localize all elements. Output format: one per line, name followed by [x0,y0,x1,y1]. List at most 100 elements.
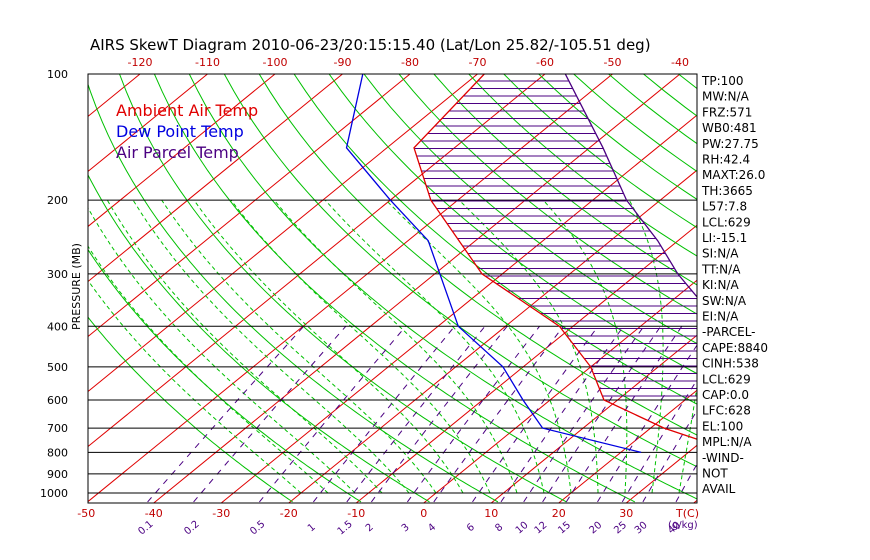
isotherm-line [288,169,697,503]
plot-frame [87,73,698,504]
pressure-tick-label: 800 [47,446,68,459]
stat-item: CAP:0.0 [702,388,749,402]
isotherm-line [88,74,411,338]
mixing-ratio-label: 1.5 [336,519,355,538]
cape-hatch-layer [414,80,697,397]
stat-item: LI:-15.1 [702,231,747,245]
dry-adiabat-line [328,74,697,375]
mixing-ratio-label: 0.2 [182,519,201,538]
mixing-ratio-line [406,325,540,503]
stat-item: MPL:N/A [702,435,752,449]
mixing-ratio-label: 0.1 [136,519,155,538]
pressure-tick-label: 500 [47,361,68,374]
bottom-temp-tick-label: 0 [420,507,427,520]
mixing-ratio-label: 30 [633,520,650,537]
top-temp-tick-label: -110 [195,56,220,69]
dry-adiabat-line [88,248,362,503]
stat-item: LCL:629 [702,215,751,229]
stat-item: MAXT:26.0 [702,168,765,182]
stat-item: RH:42.4 [702,153,750,167]
isotherm-line [88,74,478,393]
dry-adiabat-line [293,74,697,405]
stat-item: LCL:629 [702,372,751,386]
stat-item: EL:100 [702,419,743,433]
mixing-ratio-label: 25 [612,520,629,537]
moist-adiabat-line [161,199,437,494]
top-temp-tick-label: -120 [128,56,153,69]
mixing-ratio-label: 4 [426,522,438,535]
pressure-tick-label: 300 [47,268,68,281]
chart-title: AIRS SkewT Diagram 2010-06-23/20:15:15.4… [90,36,651,54]
dry-adiabat-line [853,74,870,502]
stat-item: TT:N/A [701,262,741,276]
legend-entry: Ambient Air Temp [116,101,258,120]
mixing-ratio-line [500,326,624,503]
isotherm-line [423,279,697,503]
stat-item: TP:100 [701,74,744,88]
legend: Ambient Air Temp Dew Point Temp Air Parcel… [116,101,258,162]
mixing-ratio-line [259,325,407,503]
top-temp-tick-label: -70 [469,56,487,69]
stat-item: KI:N/A [702,278,739,292]
isotherm-line [558,389,697,503]
isotherm-line [88,74,613,503]
top-temp-tick-label: -100 [263,56,288,69]
isotherm-line [0,74,73,503]
dry-adiabat-line [398,74,697,315]
bottom-temp-tick-label: -20 [280,507,298,520]
stat-item: SW:N/A [702,294,747,308]
y-axis-label: PRESSURE (MB) [70,243,83,330]
pressure-tick-label: 100 [47,68,68,81]
mixing-ratio-label: 6 [465,522,477,535]
isotherm-line [490,334,697,503]
stat-item: FRZ:571 [702,105,752,119]
bottom-temp-tick-label: 20 [552,507,566,520]
moist-adiabat-line [230,199,491,494]
pressure-tick-label: 600 [47,394,68,407]
pressure-tick-label: 200 [47,194,68,207]
stat-item: -WIND- [702,451,744,465]
dry-adiabat-line [188,74,697,500]
pressure-tick-label: 700 [47,422,68,435]
dry-adiabat-line [783,74,870,502]
mixing-ratio-line [433,325,564,503]
bottom-temp-tick-label: -40 [145,507,163,520]
isotherm-line [829,74,870,503]
legend-entry: Dew Point Temp [116,122,244,141]
stat-item: L57:7.8 [702,200,747,214]
dry-adiabat-line [468,74,697,257]
stat-item: MW:N/A [702,90,750,104]
bottom-temp-tick-label: 10 [484,507,498,520]
dry-adiabat-line [748,74,870,502]
pressure-tick-label: 1000 [40,487,68,500]
stat-item: NOT [702,467,728,481]
mixing-ratio-line [542,326,662,503]
stat-item: -PARCEL- [702,325,756,339]
dry-adiabat-line [223,74,697,468]
stat-item: TH:3665 [701,184,753,198]
moist-adiabat-line [628,199,664,494]
top-temp-tick-label: -60 [536,56,554,69]
pressure-tick-label: 900 [47,468,68,481]
top-temp-tick-label: -40 [671,56,689,69]
moist-adiabat-line [106,199,383,494]
mixing-ratio-label: 20 [587,520,604,537]
pressure-tick-label: 400 [47,320,68,333]
stat-item: CINH:538 [702,357,759,371]
series-layer [345,74,697,454]
dry-adiabat-line [88,316,293,503]
legend-entry: Air Parcel Temp [116,143,239,162]
isotherm-line [88,74,208,173]
isotherm-line [88,74,276,228]
dry-adiabat-line [258,74,697,436]
mixing-ratio-label: 15 [556,520,573,537]
moist-adiabat-line [88,206,356,494]
stat-item: CAPE:8840 [702,341,768,355]
mixing-ratio-label: 2 [364,522,376,535]
mixing-ratio-label: 0.5 [248,519,267,538]
x-axis-label: T(C) [675,507,699,520]
bottom-temp-tick-label: -50 [77,507,95,520]
stat-item: LFC:628 [702,404,751,418]
isotherm-line [88,74,546,448]
